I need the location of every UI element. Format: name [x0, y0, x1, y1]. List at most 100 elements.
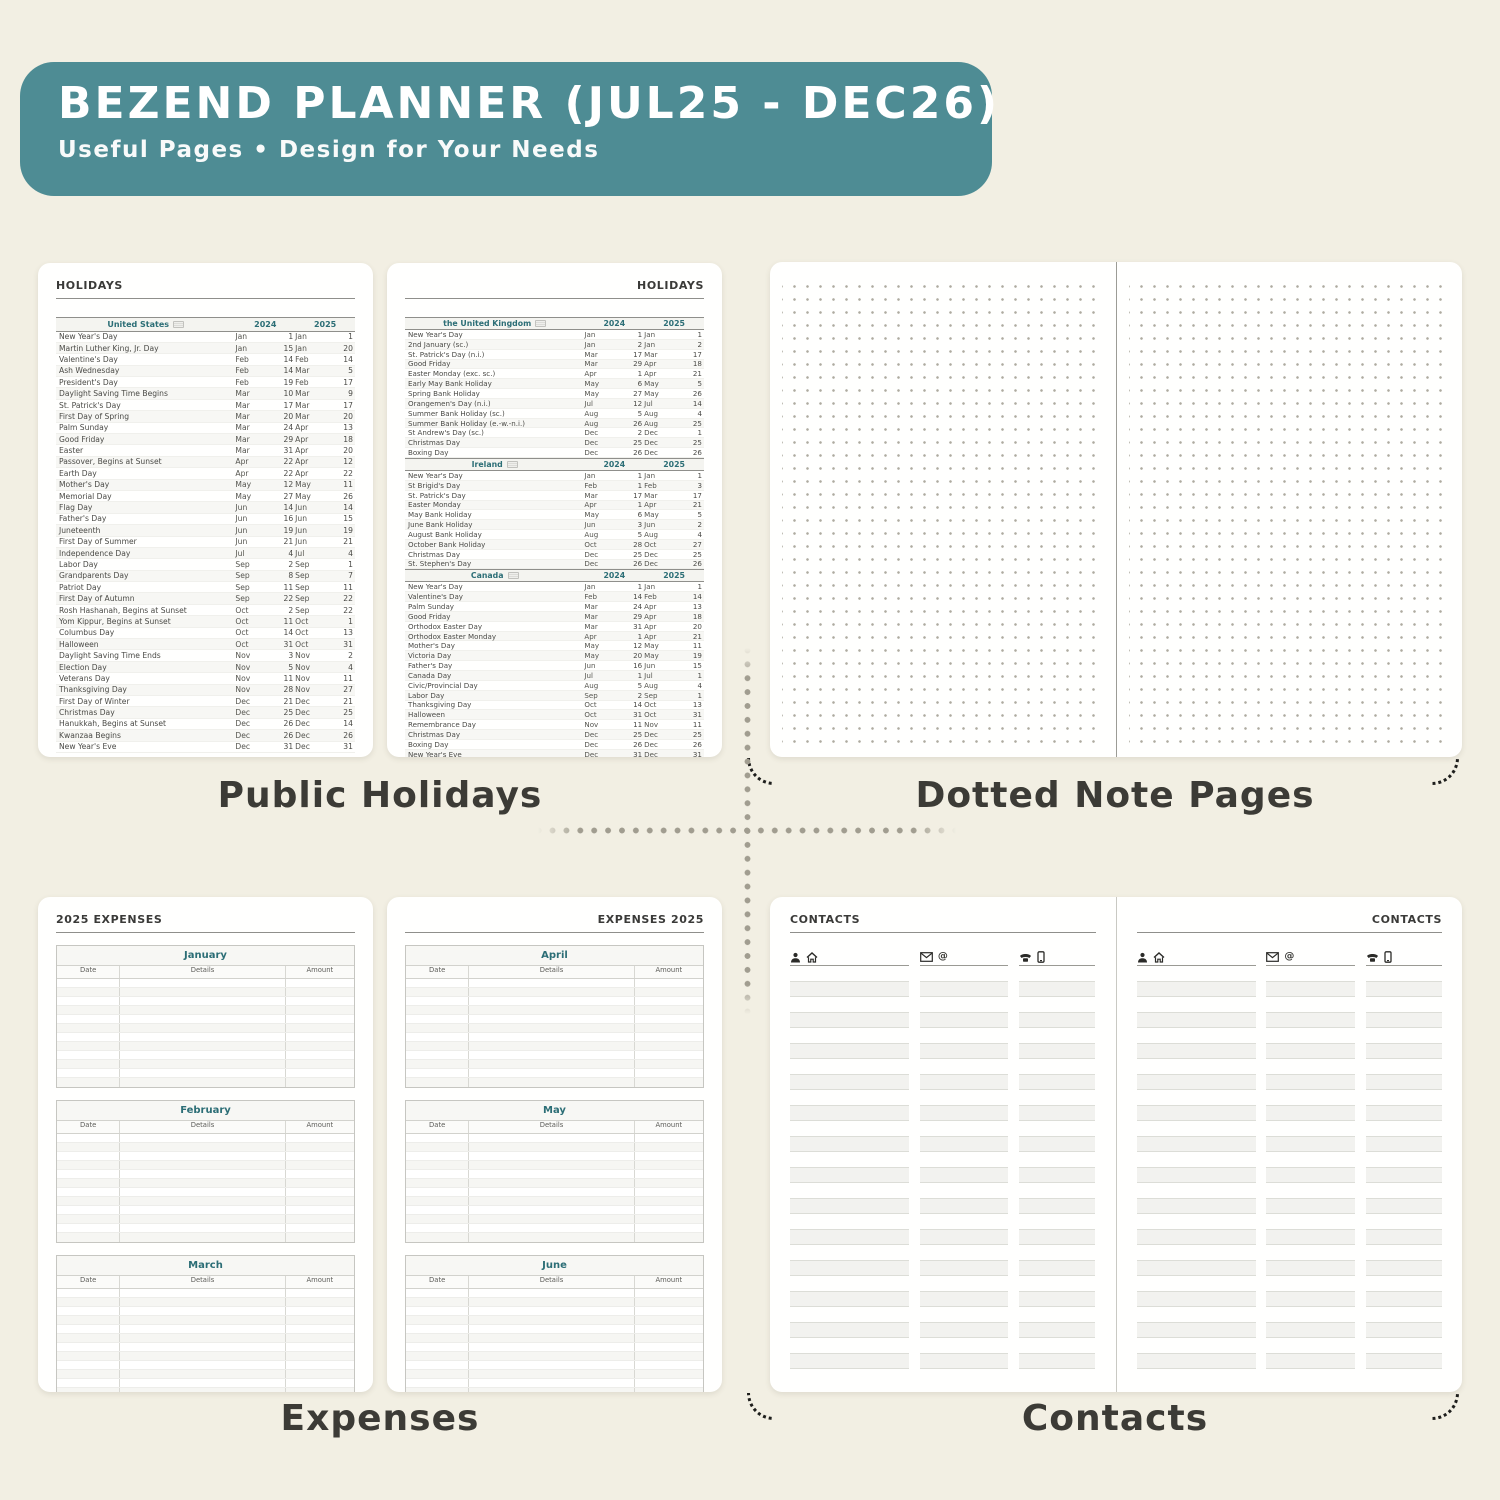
- holiday-country-header: Canada 2024 2025: [405, 569, 704, 583]
- holiday-row: Victoria Day May 20 May 19: [405, 651, 704, 662]
- expense-row: [406, 1325, 703, 1334]
- contact-line: [1266, 1291, 1355, 1307]
- expense-row: [57, 1188, 354, 1197]
- expense-row: [57, 1134, 354, 1143]
- contact-column-phone: [1019, 949, 1096, 1369]
- expense-row: [406, 1343, 703, 1352]
- expense-row: [57, 1051, 354, 1060]
- contact-line: [1019, 1043, 1096, 1059]
- holiday-row: Good Friday Mar 29 Apr 18: [405, 359, 704, 370]
- contact-line: [790, 1167, 910, 1183]
- caption-dotted-note-pages: Dotted Note Pages: [915, 775, 1315, 816]
- expense-row: [57, 1078, 354, 1087]
- holiday-row: St Brigid's Day Feb 1 Feb 3: [405, 481, 704, 491]
- dot-grid: [1128, 276, 1450, 743]
- expense-row: [57, 1316, 354, 1325]
- contact-line: [919, 1353, 1009, 1369]
- contact-line: [790, 1090, 910, 1106]
- expense-row: [57, 988, 354, 997]
- decorative-dotted-line-vertical: [742, 648, 753, 1014]
- holiday-row: Columbus Day Oct 14 Oct 13: [56, 628, 355, 640]
- envelope-icon: [1266, 952, 1280, 962]
- contact-line: [790, 1260, 910, 1276]
- contact-line: [790, 1028, 910, 1044]
- holiday-row: Thanksgiving Day Oct 14 Oct 13: [405, 700, 704, 711]
- holiday-row: Father's Day Jun 16 Jun 15: [56, 514, 355, 526]
- contact-lines: [919, 966, 1009, 1369]
- expense-row: [406, 1152, 703, 1161]
- contact-line: [1136, 1152, 1256, 1168]
- expenses-page-right: EXPENSES 2025 April Date Details Amount May D…: [387, 897, 722, 1392]
- contact-line: [1019, 1198, 1096, 1214]
- expense-row: [406, 1143, 703, 1152]
- contact-line: [1019, 1245, 1096, 1261]
- contact-line: [1136, 1291, 1256, 1307]
- contact-line: [790, 997, 910, 1013]
- expense-row: [406, 1307, 703, 1316]
- holidays-page-title: HOLIDAYS: [637, 279, 704, 292]
- expense-row: [57, 1361, 354, 1370]
- product-subtitle: Useful Pages • Design for Your Needs: [58, 137, 600, 163]
- contact-line: [919, 1245, 1009, 1261]
- holiday-row: Father's Day Jun 16 Jun 15: [405, 661, 704, 671]
- expense-column-headers: Date Details Amount: [406, 1121, 703, 1134]
- contacts-page-right: CONTACTS @: [1117, 897, 1463, 1392]
- contact-line: [919, 966, 1009, 982]
- holiday-row: Veterans Day Nov 11 Nov 11: [56, 673, 355, 685]
- holiday-row: Ash Wednesday Feb 14 Mar 5: [56, 365, 355, 378]
- contact-line: [1365, 1121, 1442, 1137]
- contact-line: [1136, 1322, 1256, 1338]
- expense-row: [57, 1161, 354, 1170]
- expense-row: [57, 997, 354, 1006]
- contact-line: [790, 1183, 910, 1199]
- year-column-header: 2025: [663, 571, 685, 581]
- expense-month-title: June: [406, 1256, 703, 1276]
- holiday-row: St. Patrick's Day Mar 17 Mar 17: [405, 491, 704, 501]
- expense-row: [406, 1388, 703, 1392]
- contact-line: [1136, 1229, 1256, 1245]
- expense-row: [57, 1069, 354, 1078]
- expense-row: [57, 1298, 354, 1307]
- expense-row: [406, 1188, 703, 1197]
- contact-column-header: [1136, 949, 1256, 966]
- contact-line: [1365, 1183, 1442, 1199]
- contact-line: [790, 1012, 910, 1028]
- expense-row: [57, 1343, 354, 1352]
- expense-row: [57, 1015, 354, 1024]
- holiday-row: President's Day Feb 19 Feb 17: [56, 377, 355, 389]
- title-rule: [405, 298, 704, 299]
- holiday-row: Earth Day Apr 22 Apr 22: [56, 468, 355, 480]
- contact-line: [1019, 1183, 1096, 1199]
- year-column-header: 2024: [603, 571, 626, 581]
- holiday-row: Mother's Day May 12 May 11: [405, 641, 704, 652]
- contact-line: [1266, 1012, 1355, 1028]
- contact-line: [919, 1214, 1009, 1230]
- contact-line: [1019, 997, 1096, 1013]
- title-rule: [1136, 932, 1442, 933]
- expense-tables-left: January Date Details Amount February Date Deta…: [56, 945, 355, 1392]
- contact-line: [1019, 981, 1096, 997]
- year-column-header: 2024: [603, 459, 626, 469]
- contact-column-header: [790, 949, 910, 966]
- holiday-row: Hanukkah, Begins at Sunset Dec 26 Dec 14: [56, 719, 355, 731]
- title-rule: [56, 932, 355, 933]
- holiday-row: St. Patrick's Day Mar 17 Mar 17: [56, 400, 355, 412]
- contact-lines: [1019, 966, 1096, 1369]
- expense-month-title: May: [406, 1101, 703, 1121]
- contact-line: [790, 1121, 910, 1137]
- year-column-header: 2025: [663, 459, 685, 469]
- expense-row: [406, 1033, 703, 1042]
- contact-line: [1136, 1214, 1256, 1230]
- contact-line: [1136, 1028, 1256, 1044]
- contact-line: [1019, 1322, 1096, 1338]
- expense-month-table: January Date Details Amount: [56, 945, 355, 1088]
- expense-row: [406, 1334, 703, 1343]
- holiday-row: Rosh Hashanah, Begins at Sunset Oct 2 Sep 22: [56, 605, 355, 617]
- contact-column-header: @: [919, 949, 1009, 966]
- expense-row: [406, 1161, 703, 1170]
- expense-month-table: February Date Details Amount: [56, 1100, 355, 1243]
- country-name: United States: [107, 319, 170, 329]
- expense-row: [57, 1170, 354, 1179]
- holiday-row: New Year's Eve Dec 31 Dec 31: [405, 750, 704, 757]
- holiday-row: Valentine's Day Feb 14 Feb 14: [56, 354, 355, 366]
